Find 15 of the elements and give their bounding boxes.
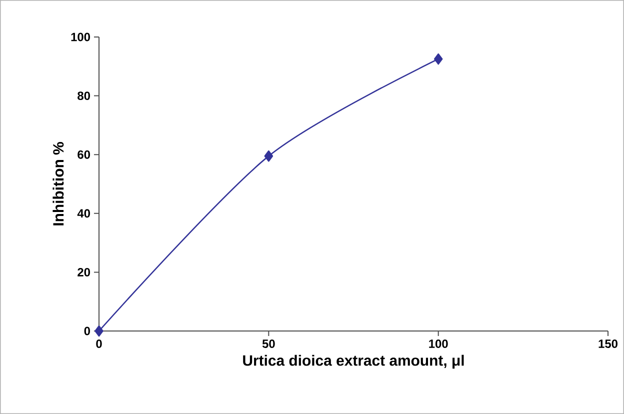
x-tick-label: 150 <box>598 340 618 348</box>
y-tick-label: 0 <box>84 326 90 336</box>
point <box>434 53 443 65</box>
y-tick-label: 100 <box>71 32 90 42</box>
point <box>94 325 104 337</box>
x-tick-label: 50 <box>262 340 275 348</box>
y-tick-label: 20 <box>78 268 90 276</box>
y-tick-label: 80 <box>78 92 90 100</box>
y-axis-title: Inhibition % <box>52 142 64 226</box>
point <box>264 150 274 162</box>
x-tick-label: 100 <box>429 340 448 348</box>
x-axis-title: Urtica dioica extract amount, μl <box>243 354 464 369</box>
y-tick-label: 60 <box>78 150 90 159</box>
x-tick-label: 0 <box>96 340 102 348</box>
y-tick-label: 40 <box>77 209 90 218</box>
